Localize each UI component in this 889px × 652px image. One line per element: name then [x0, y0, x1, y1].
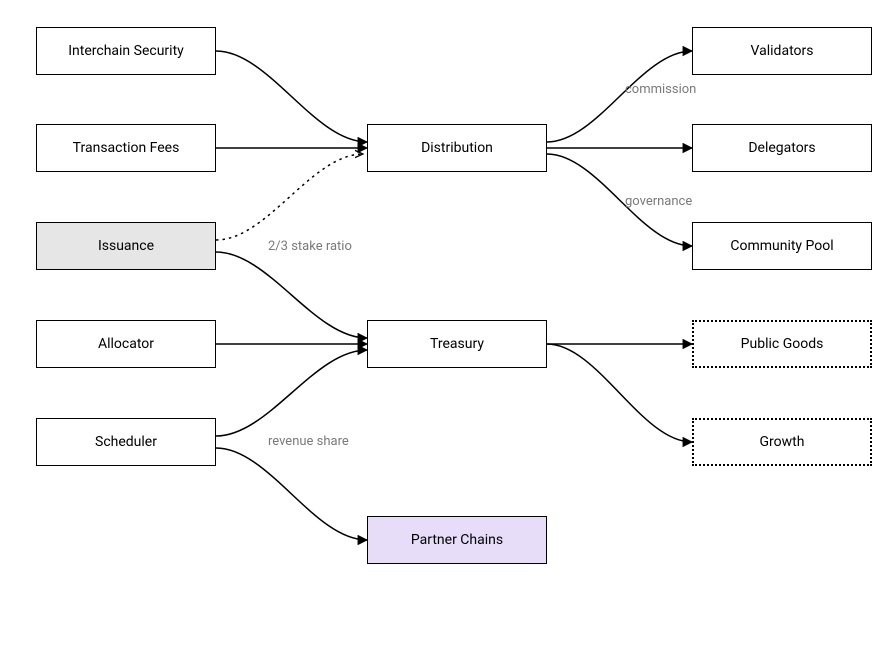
node-treasury: Treasury [367, 320, 547, 368]
node-publicgoods: Public Goods [692, 320, 872, 368]
edge-label-stake_ratio: 2/3 stake ratio [268, 239, 352, 254]
diagram-canvas: Interchain Security Transaction Fees Issua… [0, 0, 889, 652]
edge-scheduler-partner [216, 448, 367, 540]
node-partner: Partner Chains [367, 516, 547, 564]
node-scheduler: Scheduler [36, 418, 216, 466]
node-txfees: Transaction Fees [36, 124, 216, 172]
edge-treasury-growth [547, 344, 692, 442]
node-community: Community Pool [692, 222, 872, 270]
edge-scheduler-treasury [216, 350, 367, 436]
node-delegators: Delegators [692, 124, 872, 172]
node-label-distribution: Distribution [421, 140, 493, 156]
edge-label-governance: governance [625, 194, 692, 209]
edge-issuance-treasury [216, 252, 367, 338]
node-label-growth: Growth [760, 434, 805, 450]
node-label-issuance: Issuance [98, 238, 154, 254]
node-growth: Growth [692, 418, 872, 466]
edge-interchain-distribution [216, 51, 367, 142]
edge-issuance-distribution [216, 154, 363, 240]
node-label-community: Community Pool [730, 238, 833, 254]
node-interchain: Interchain Security [36, 27, 216, 75]
node-issuance: Issuance [36, 222, 216, 270]
edge-label-commission: commission [625, 82, 696, 97]
node-label-txfees: Transaction Fees [73, 140, 180, 156]
node-allocator: Allocator [36, 320, 216, 368]
node-validators: Validators [692, 27, 872, 75]
node-label-delegators: Delegators [748, 140, 815, 156]
edge-label-revenue_share: revenue share [268, 434, 349, 449]
node-label-publicgoods: Public Goods [741, 336, 824, 352]
node-label-scheduler: Scheduler [95, 434, 157, 450]
node-label-allocator: Allocator [98, 336, 154, 352]
node-label-validators: Validators [751, 43, 814, 59]
node-label-partner: Partner Chains [411, 532, 503, 548]
node-label-treasury: Treasury [430, 336, 484, 352]
node-label-interchain: Interchain Security [68, 43, 184, 59]
node-distribution: Distribution [367, 124, 547, 172]
